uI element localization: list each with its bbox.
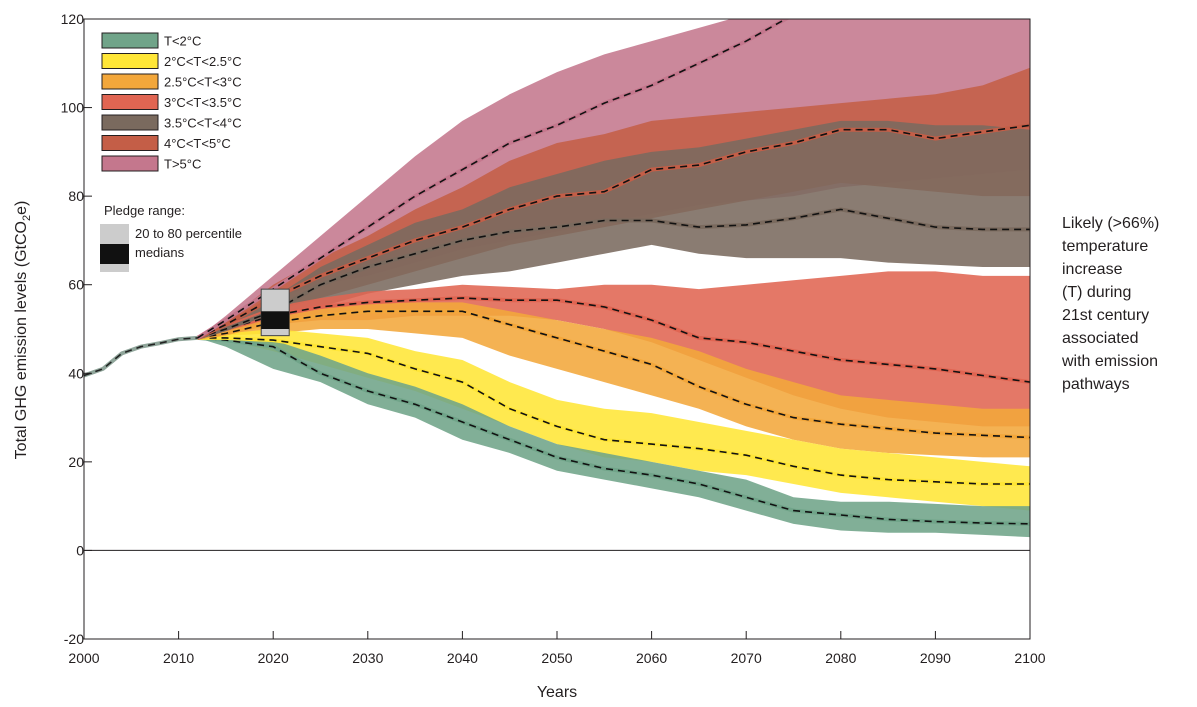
history-line	[84, 337, 198, 377]
annotation-line: (T) during	[1062, 284, 1132, 301]
pledge-legend-percentile-label: 20 to 80 percentile	[135, 226, 242, 241]
legend: T<2°C 2°C<T<2.5°C 2.5°C<T<3°C 3°C<T<3.5°C 3.…	[101, 32, 242, 172]
median-line-1	[197, 337, 1030, 485]
x-axis-ticks: 2000 2010 2020 2030 2040 2050 2060 2070 2080 2090…	[68, 631, 1046, 666]
y-tick-label: 80	[68, 188, 84, 204]
legend-swatch	[101, 135, 159, 151]
median-line-5	[197, 124, 1030, 339]
annotation-line: with emission	[1062, 353, 1159, 370]
pledge-legend-median-label: medians	[135, 245, 185, 260]
x-tick-label: 2090	[920, 650, 951, 666]
band-2	[197, 302, 1030, 458]
median-halo-0	[197, 335, 1030, 526]
historical-emissions	[84, 335, 198, 378]
x-tick-label: 2050	[541, 650, 572, 666]
x-tick-label: 2030	[352, 650, 383, 666]
legend-label: 2.5°C<T<3°C	[164, 75, 242, 90]
x-tick-label: 2060	[636, 650, 667, 666]
legend-label: 3.5°C<T<4°C	[164, 116, 242, 131]
y-tick-label: -20	[64, 631, 84, 647]
median-line-3	[197, 297, 1030, 383]
pledge-legend-median-swatch	[100, 244, 129, 264]
pledge-range-bar	[260, 288, 290, 337]
annotation-line: increase	[1062, 261, 1123, 278]
legend-label: T<2°C	[164, 34, 201, 49]
y-tick-label: 40	[68, 365, 84, 381]
x-axis-title: Years	[537, 684, 577, 701]
legend-label: 3°C<T<3.5°C	[164, 95, 242, 110]
legend-swatch	[101, 114, 159, 131]
legend-swatch	[101, 53, 159, 69]
median-line-6	[197, 19, 788, 339]
legend-swatch	[101, 32, 159, 49]
annotation-line: 21st century	[1062, 307, 1150, 324]
x-tick-label: 2070	[731, 650, 762, 666]
y-axis-title-subscript: 2	[21, 215, 33, 221]
annotation-line: associated	[1062, 330, 1139, 347]
y-axis-title: Total GHG emission levels (GtCO2e)	[13, 201, 33, 460]
pledge-legend: Pledge range: 20 to 80 percentile median…	[100, 203, 242, 272]
band-1	[197, 329, 1030, 511]
legend-label: 2°C<T<2.5°C	[164, 54, 242, 69]
band-0	[197, 337, 1030, 538]
y-tick-label: 20	[68, 454, 84, 470]
x-tick-label: 2010	[163, 650, 194, 666]
x-tick-label: 2000	[68, 650, 99, 666]
pledge-median-box	[261, 311, 290, 329]
pledge-legend-title: Pledge range:	[104, 203, 185, 218]
pathway-bands	[197, 19, 1030, 538]
x-tick-label: 2020	[258, 650, 289, 666]
y-axis-title-tail: e)	[13, 201, 30, 215]
annotation-line: temperature	[1062, 238, 1149, 255]
y-axis-ticks: -20 0 20 40 60 80 100 120	[61, 11, 92, 647]
legend-label: 4°C<T<5°C	[164, 136, 231, 151]
y-tick-label: 100	[61, 100, 85, 116]
temperature-annotation: Likely (>66%) temperature increase (T) d…	[1062, 212, 1194, 396]
y-tick-label: 120	[61, 11, 85, 27]
y-tick-label: 60	[68, 277, 84, 293]
x-tick-label: 2080	[825, 650, 856, 666]
y-tick-label: 0	[76, 542, 84, 558]
median-line-2	[197, 310, 1030, 439]
y-axis-title-main: Total GHG emission levels (GtCO	[13, 221, 30, 459]
annotation-line: pathways	[1062, 376, 1130, 393]
x-tick-label: 2100	[1014, 650, 1045, 666]
annotation-line: Likely (>66%)	[1062, 215, 1160, 232]
median-lines	[196, 19, 1030, 526]
band-4	[197, 120, 1030, 338]
legend-swatch	[101, 94, 159, 110]
legend-label: T>5°C	[164, 157, 201, 172]
legend-swatch	[101, 73, 159, 90]
x-tick-label: 2040	[447, 650, 478, 666]
median-line-4	[197, 208, 1030, 339]
legend-swatch	[101, 155, 159, 172]
